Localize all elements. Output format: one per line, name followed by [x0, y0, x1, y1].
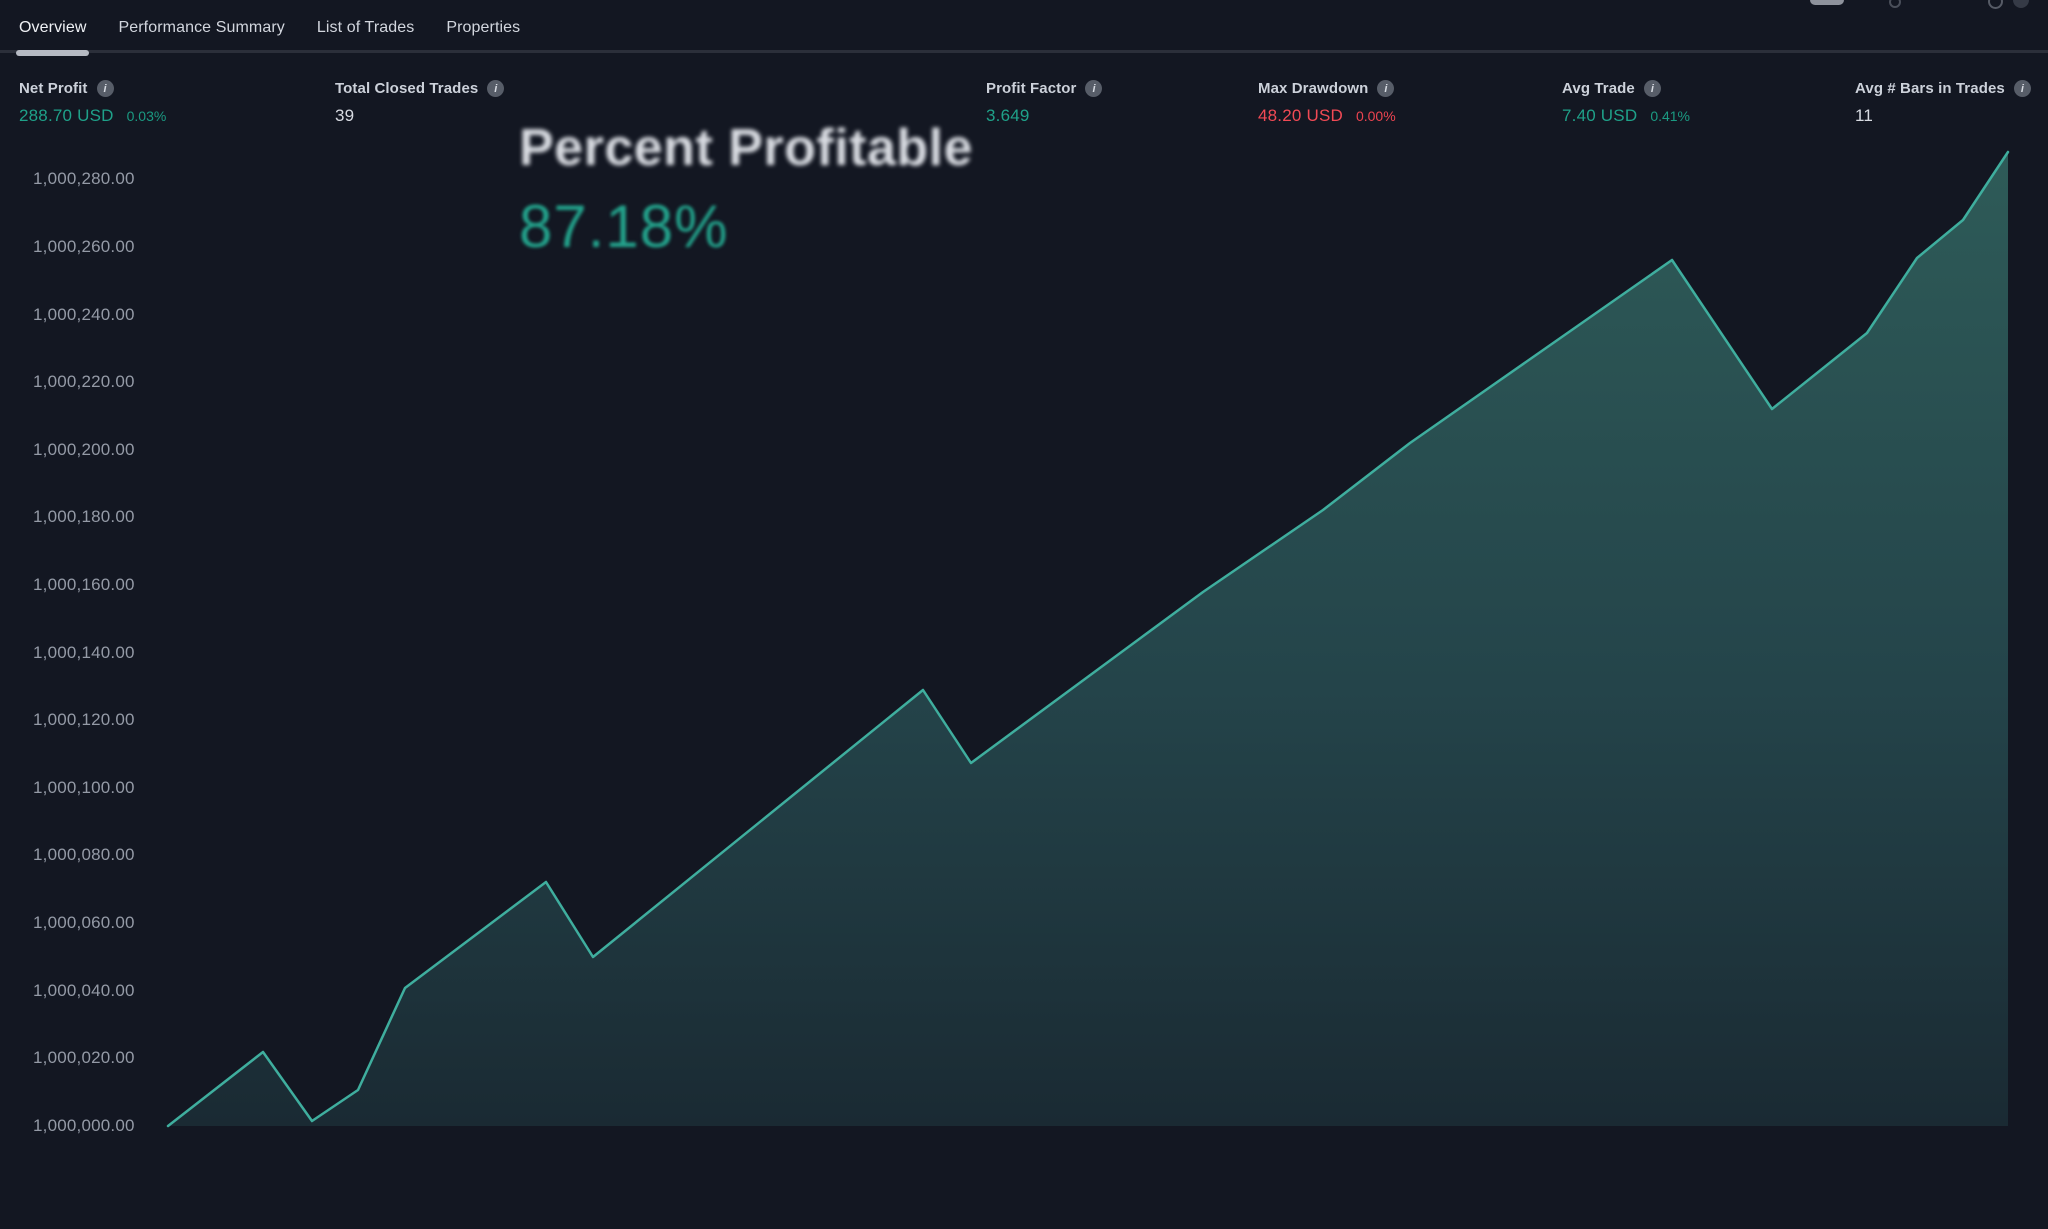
y-axis-tick-label: 1,000,240.00: [33, 305, 135, 324]
stat-max-drawdown: Max Drawdown i 48.20 USD 0.00%: [1258, 80, 1396, 126]
stat-value: 288.70 USD: [19, 106, 114, 125]
stat-percent: 0.03%: [126, 108, 167, 124]
stat-label: Total Closed Trades: [335, 80, 479, 97]
y-axis-tick-label: 1,000,060.00: [33, 913, 135, 932]
stat-label: Avg Trade: [1562, 80, 1635, 97]
stat-value: 48.20 USD: [1258, 106, 1343, 125]
toolbar-button-remnant-icon: [1810, 0, 1844, 5]
stat-profit-factor: Profit Factor i 3.649: [986, 80, 1103, 126]
window-circle-remnant-icon: [1988, 0, 2003, 9]
stat-value: 7.40 USD: [1562, 106, 1638, 125]
stat-avg-bars-in-trades: Avg # Bars in Trades i 11: [1855, 80, 2031, 126]
y-axis-tick-label: 1,000,040.00: [33, 981, 135, 1000]
stat-total-closed-trades: Total Closed Trades i 39: [335, 80, 505, 126]
toolbar-circle-remnant-icon: [1889, 0, 1901, 8]
info-icon[interactable]: i: [2013, 80, 2031, 97]
window-circle-remnant-icon: [2013, 0, 2029, 8]
stat-percent: 0.41%: [1650, 108, 1691, 124]
info-icon[interactable]: i: [96, 80, 114, 97]
stat-value: 11: [1855, 106, 1874, 125]
stat-label: Profit Factor: [986, 80, 1077, 97]
info-icon[interactable]: i: [1377, 80, 1395, 97]
tab-properties[interactable]: Properties: [446, 19, 520, 50]
y-axis-tick-label: 1,000,120.00: [33, 710, 135, 729]
y-axis-tick-label: 1,000,100.00: [33, 778, 135, 797]
tab-label: Overview: [19, 19, 87, 36]
stat-percent: 0.00%: [1355, 108, 1396, 124]
stat-value: 39: [335, 106, 355, 125]
y-axis-tick-label: 1,000,260.00: [33, 237, 135, 256]
y-axis-tick-label: 1,000,160.00: [33, 575, 135, 594]
y-axis-tick-label: 1,000,220.00: [33, 372, 135, 391]
info-icon[interactable]: i: [1643, 80, 1661, 97]
tab-label: Properties: [446, 19, 521, 36]
y-axis-tick-label: 1,000,280.00: [33, 169, 135, 188]
stat-net-profit: Net Profit i 288.70 USD 0.03%: [19, 80, 166, 126]
y-axis-tick-label: 1,000,200.00: [33, 440, 135, 459]
tab-label: Performance Summary: [118, 19, 285, 36]
tab-bar: Overview Performance Summary List of Trade…: [0, 0, 2048, 56]
y-axis-tick-label: 1,000,180.00: [33, 507, 135, 526]
equity-area-fill: [168, 152, 2008, 1126]
y-axis-tick-label: 1,000,020.00: [33, 1048, 135, 1067]
tab-overview[interactable]: Overview: [15, 19, 90, 56]
info-icon[interactable]: i: [487, 80, 505, 97]
stat-label: Avg # Bars in Trades: [1855, 80, 2005, 97]
info-icon[interactable]: i: [1085, 80, 1103, 97]
stat-label: Net Profit: [19, 80, 88, 97]
tab-label: List of Trades: [316, 19, 415, 36]
stat-label: Max Drawdown: [1258, 80, 1369, 97]
equity-line: [166, 150, 2010, 1128]
tab-list-of-trades[interactable]: List of Trades: [317, 19, 414, 50]
y-axis-tick-label: 1,000,000.00: [33, 1116, 135, 1135]
stat-avg-trade: Avg Trade i 7.40 USD 0.41%: [1562, 80, 1690, 126]
stat-value: 3.649: [986, 106, 1030, 125]
y-axis-tick-label: 1,000,140.00: [33, 643, 135, 662]
tab-performance-summary[interactable]: Performance Summary: [118, 19, 284, 50]
y-axis-tick-label: 1,000,080.00: [33, 845, 135, 864]
